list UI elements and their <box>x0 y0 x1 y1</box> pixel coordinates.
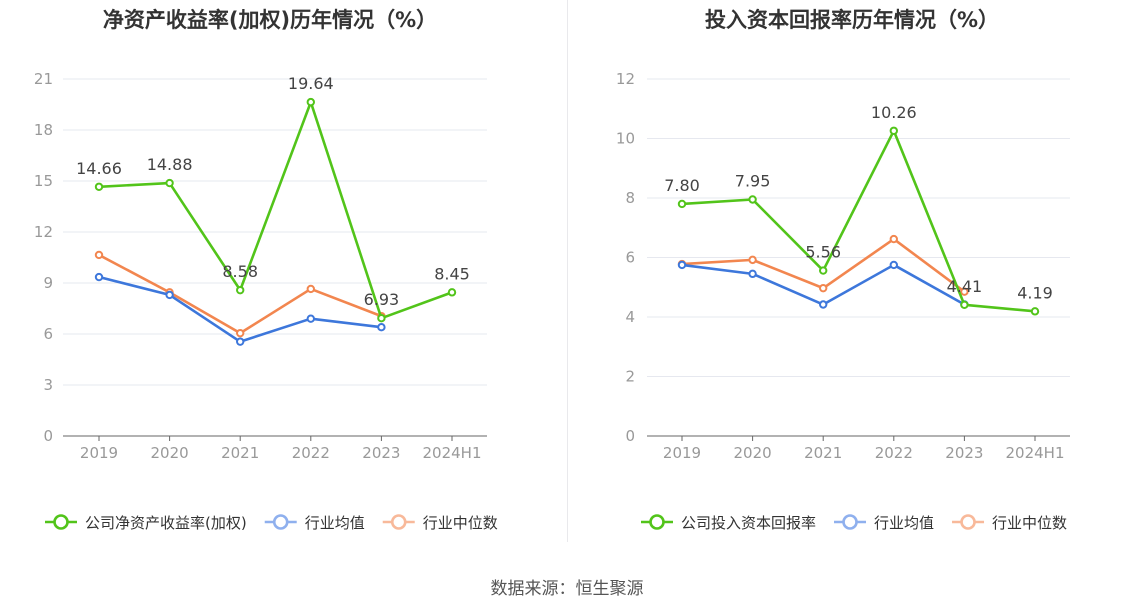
data-source-label: 数据来源：恒生聚源 <box>490 579 644 599</box>
data-label: 14.88 <box>147 155 193 174</box>
industry-average-legend-marker <box>272 514 289 530</box>
company-data-point <box>889 126 898 135</box>
industry-average-data-point <box>748 269 757 279</box>
industry-average-data-point <box>94 272 104 282</box>
y-tick-label: 3 <box>43 376 53 394</box>
industry-median-data-point <box>94 250 104 260</box>
industry-median-data-point <box>748 255 757 265</box>
company-legend-label: 公司投入资本回报率 <box>681 514 816 532</box>
industry-average-data-point <box>677 260 687 270</box>
company-series-line <box>681 129 1036 313</box>
data-label: 7.80 <box>664 176 700 195</box>
y-tick-label: 21 <box>34 70 53 88</box>
roic-line-chart: 投入资本回报率历年情况（%） 0 2 4 6 8 10 12 2019 2020 2021 2022 2… <box>616 8 1070 532</box>
company-data-point <box>94 182 104 191</box>
chart-title: 净资产收益率(加权)历年情况（%） <box>103 8 437 32</box>
y-tick-label: 15 <box>34 172 53 190</box>
data-label: 14.66 <box>76 159 122 178</box>
company-data-point <box>447 288 457 297</box>
data-label: 5.56 <box>805 243 841 262</box>
industry-median-data-point <box>960 287 969 296</box>
roe-line-chart: 净资产收益率(加权)历年情况（%） 0 3 6 9 12 15 18 21 2019 2020 202… <box>34 8 498 532</box>
industry-median-legend-label: 行业中位数 <box>423 514 498 532</box>
y-tick-label: 8 <box>625 189 635 207</box>
roic-chart-panel: 投入资本回报率历年情况（%） 0 2 4 6 8 10 12 2019 2020 2021 2022 2… <box>567 0 1134 560</box>
industry-median-legend-marker <box>390 514 407 530</box>
y-tick-label: 18 <box>34 121 53 139</box>
panel-divider <box>567 0 568 542</box>
y-tick-label: 9 <box>43 274 53 292</box>
industry-average-data-point <box>236 337 245 346</box>
industry-average-data-point <box>165 290 174 300</box>
y-tick-label: 2 <box>625 368 635 386</box>
y-tick-label: 0 <box>43 427 53 445</box>
x-tick-label: 2019 <box>80 444 118 462</box>
x-tick-label: 2020 <box>151 444 189 462</box>
data-label: 8.45 <box>434 264 470 283</box>
data-label: 7.95 <box>735 171 771 190</box>
company-data-point <box>1030 307 1040 316</box>
data-label: 4.41 <box>947 277 983 296</box>
data-label: 19.64 <box>288 74 334 93</box>
industry-average-data-point <box>377 323 386 332</box>
company-data-point <box>677 199 687 209</box>
industry-average-legend-marker <box>842 514 858 530</box>
y-tick-label: 0 <box>625 427 635 445</box>
industry-median-data-point <box>819 283 828 293</box>
x-tick-label: 2022 <box>292 444 330 462</box>
company-data-point <box>819 266 828 275</box>
industry-average-data-point <box>819 300 828 309</box>
x-tick-label: 2021 <box>804 444 842 462</box>
company-data-point <box>960 300 969 310</box>
data-label: 4.19 <box>1017 283 1053 302</box>
x-tick-label: 2019 <box>663 444 701 462</box>
x-tick-label: 2024H1 <box>1006 444 1065 462</box>
industry-median-data-point <box>236 328 245 338</box>
x-tick-label: 2023 <box>362 444 400 462</box>
y-tick-label: 12 <box>616 70 635 88</box>
data-label: 8.58 <box>222 262 258 281</box>
industry-median-legend-label: 行业中位数 <box>992 514 1067 532</box>
roe-chart-panel: 净资产收益率(加权)历年情况（%） 0 3 6 9 12 15 18 21 2019 2020 202… <box>0 0 567 560</box>
y-tick-label: 6 <box>625 249 635 267</box>
company-data-point <box>748 195 757 204</box>
x-tick-label: 2024H1 <box>423 444 482 462</box>
x-tick-label: 2022 <box>875 444 913 462</box>
y-tick-label: 4 <box>625 308 635 326</box>
y-tick-label: 12 <box>34 223 53 241</box>
y-tick-label: 6 <box>43 325 53 343</box>
x-tick-label: 2023 <box>945 444 983 462</box>
industry-median-data-point <box>889 234 898 244</box>
company-legend-marker <box>53 514 69 530</box>
industry-average-legend-label: 行业均值 <box>874 514 934 532</box>
x-tick-label: 2021 <box>221 444 259 462</box>
company-data-point <box>165 178 174 188</box>
industry-average-data-point <box>889 260 898 270</box>
data-label: 10.26 <box>871 103 917 122</box>
industry-average-legend-label: 行业均值 <box>305 514 365 532</box>
company-data-point <box>306 97 315 107</box>
industry-median-data-point <box>306 284 315 294</box>
data-label: 6.93 <box>364 290 400 309</box>
company-legend-marker <box>649 514 665 530</box>
company-data-point <box>377 313 386 323</box>
industry-median-legend-marker <box>960 514 976 530</box>
company-series-line <box>98 100 453 320</box>
chart-title: 投入资本回报率历年情况（%） <box>705 8 999 32</box>
company-legend-label: 公司净资产收益率(加权) <box>85 514 247 532</box>
company-data-point <box>236 285 245 295</box>
y-tick-label: 10 <box>616 130 635 148</box>
industry-average-data-point <box>306 314 315 323</box>
x-tick-label: 2020 <box>734 444 772 462</box>
